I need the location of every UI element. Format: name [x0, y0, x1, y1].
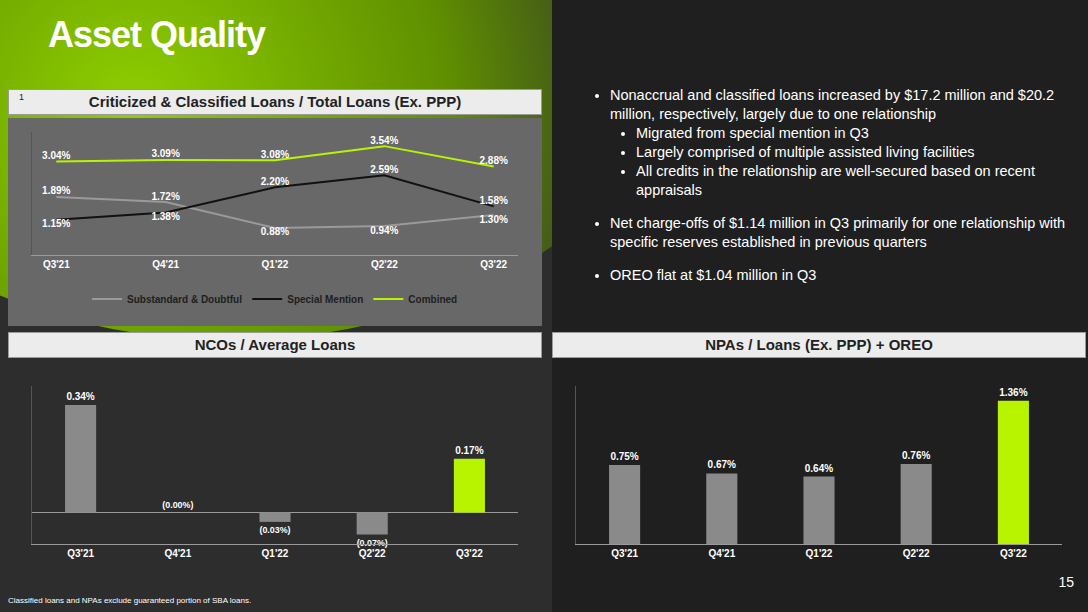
html-text:1: 1 [19, 92, 24, 102]
svg-text:1.72%: 1.72% [151, 191, 179, 202]
svg-text:0.94%: 0.94% [370, 225, 398, 236]
svg-text:3.04%: 3.04% [42, 150, 70, 161]
svg-text:1.89%: 1.89% [42, 185, 70, 196]
svg-text:0.76%: 0.76% [902, 450, 930, 461]
svg-text:0.67%: 0.67% [708, 459, 736, 470]
svg-text:3.54%: 3.54% [370, 135, 398, 146]
svg-text:Q3'21: Q3'21 [43, 259, 70, 270]
svg-text:Q4'21: Q4'21 [708, 548, 735, 559]
html-text:NCOs / Average Loans: NCOs / Average Loans [194, 336, 356, 353]
svg-text:Q3'22: Q3'22 [456, 548, 483, 559]
svg-text:Q2'22: Q2'22 [359, 548, 386, 559]
svg-text:Special Mention: Special Mention [287, 294, 363, 305]
svg-text:Q1'22: Q1'22 [806, 548, 833, 559]
svg-text:Q3'21: Q3'21 [67, 548, 94, 559]
html-text:Classified loans and NPAs excl: Classified loans and NPAs exclude guaran… [8, 596, 252, 605]
html-text:Asset Quality: Asset Quality [48, 14, 266, 55]
html-text:Net charge-offs of $1.14 milli: Net charge-offs of $1.14 million in Q3 p… [610, 215, 1066, 250]
svg-text:0.64%: 0.64% [805, 463, 833, 474]
svg-text:1.36%: 1.36% [999, 387, 1027, 398]
svg-text:Combined: Combined [408, 294, 457, 305]
svg-text:Substandard & Doubtful: Substandard & Doubtful [127, 294, 242, 305]
svg-text:0.88%: 0.88% [261, 226, 289, 237]
svg-text:2.88%: 2.88% [480, 155, 508, 166]
svg-text:(0.07%): (0.07%) [357, 538, 388, 548]
svg-text:1.38%: 1.38% [151, 211, 179, 222]
svg-text:2.20%: 2.20% [261, 176, 289, 187]
svg-text:Q3'22: Q3'22 [480, 259, 507, 270]
svg-text:Q3'21: Q3'21 [611, 548, 638, 559]
svg-text:Q3'22: Q3'22 [1000, 548, 1027, 559]
svg-text:0.34%: 0.34% [66, 391, 94, 402]
svg-text:(0.00%): (0.00%) [162, 500, 193, 510]
html-text:Nonaccrual and classified loan: Nonaccrual and classified loans increase… [610, 87, 1055, 122]
svg-text:3.08%: 3.08% [261, 149, 289, 160]
svg-text:Q4'21: Q4'21 [152, 259, 179, 270]
svg-text:Q2'22: Q2'22 [371, 259, 398, 270]
svg-text:3.09%: 3.09% [151, 148, 179, 159]
svg-text:Q4'21: Q4'21 [164, 548, 191, 559]
html-text:Largely comprised of multiple: Largely comprised of multiple assisted l… [636, 144, 975, 160]
html-text:OREO flat at $1.04 million in: OREO flat at $1.04 million in Q3 [610, 267, 817, 283]
html-text:Migrated from special mention: Migrated from special mention in Q3 [636, 125, 869, 141]
html-text:15: 15 [1058, 574, 1074, 590]
svg-text:1.15%: 1.15% [42, 218, 70, 229]
html-text:Criticized & Classified Loans: Criticized & Classified Loans / Total Lo… [88, 93, 462, 110]
svg-text:0.75%: 0.75% [610, 451, 638, 462]
svg-text:Q2'22: Q2'22 [903, 548, 930, 559]
svg-text:2.59%: 2.59% [370, 164, 398, 175]
svg-text:Q1'22: Q1'22 [262, 259, 289, 270]
svg-text:1.30%: 1.30% [480, 214, 508, 225]
svg-text:0.17%: 0.17% [455, 445, 483, 456]
svg-text:1.58%: 1.58% [480, 195, 508, 206]
svg-text:(0.03%): (0.03%) [259, 525, 290, 535]
html-text:NPAs / Loans (Ex. PPP) + OREO: NPAs / Loans (Ex. PPP) + OREO [705, 336, 933, 353]
html-text:All credits in the relationshi: All credits in the relationship are well… [636, 163, 1035, 198]
svg-text:Q1'22: Q1'22 [262, 548, 289, 559]
